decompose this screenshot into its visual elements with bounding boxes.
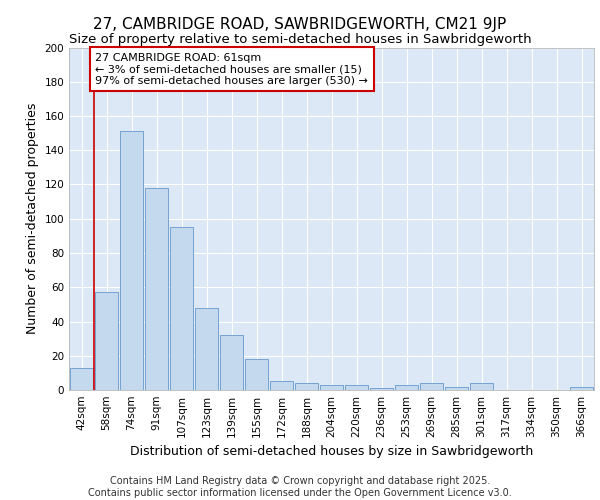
Bar [445, 386, 469, 390]
Bar [220, 335, 244, 390]
Text: 27 CAMBRIDGE ROAD: 61sqm
← 3% of semi-detached houses are smaller (15)
97% of se: 27 CAMBRIDGE ROAD: 61sqm ← 3% of semi-de… [95, 52, 368, 86]
Text: 27, CAMBRIDGE ROAD, SAWBRIDGEWORTH, CM21 9JP: 27, CAMBRIDGE ROAD, SAWBRIDGEWORTH, CM21… [94, 18, 506, 32]
Text: Contains HM Land Registry data © Crown copyright and database right 2025.
Contai: Contains HM Land Registry data © Crown c… [88, 476, 512, 498]
Bar [470, 383, 493, 390]
Bar [145, 188, 169, 390]
Bar [194, 308, 218, 390]
Bar [170, 228, 193, 390]
Bar [395, 385, 418, 390]
Bar [119, 132, 143, 390]
Bar [320, 385, 343, 390]
Bar [569, 386, 593, 390]
Bar [245, 359, 268, 390]
Bar [295, 383, 319, 390]
Y-axis label: Number of semi-detached properties: Number of semi-detached properties [26, 103, 39, 334]
Bar [344, 385, 368, 390]
Text: Size of property relative to semi-detached houses in Sawbridgeworth: Size of property relative to semi-detach… [68, 32, 532, 46]
Bar [269, 382, 293, 390]
Bar [70, 368, 94, 390]
Bar [95, 292, 118, 390]
Bar [370, 388, 394, 390]
Bar [419, 383, 443, 390]
X-axis label: Distribution of semi-detached houses by size in Sawbridgeworth: Distribution of semi-detached houses by … [130, 446, 533, 458]
